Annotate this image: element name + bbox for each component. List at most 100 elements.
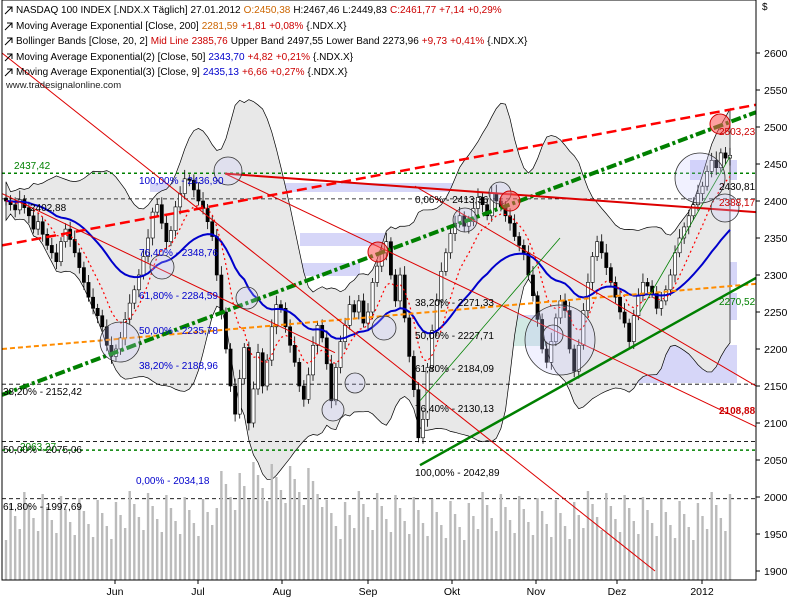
- volume-bar: [256, 475, 260, 580]
- volume-bar: [522, 509, 525, 580]
- candle-body: [618, 296, 622, 313]
- volume-bar: [394, 495, 397, 580]
- legend-bb-upper: 2497,55: [287, 36, 324, 47]
- volume-bar: [114, 502, 118, 580]
- volume-bar: [101, 513, 104, 580]
- volume-bar: [128, 491, 131, 580]
- candle-body: [338, 341, 343, 368]
- volume-bar: [577, 515, 580, 580]
- candle-body: [13, 204, 18, 211]
- candle-body: [283, 307, 288, 328]
- candle-body: [228, 348, 233, 387]
- volume-bar: [243, 486, 246, 580]
- y-tick-label: 2150: [764, 381, 788, 393]
- volume-bar: [68, 522, 72, 580]
- volume-bar: [197, 536, 200, 580]
- candle-body: [269, 326, 274, 361]
- legend-row-ema200: Moving Average Exponential [Close, 200] …: [4, 19, 527, 35]
- volume-bar: [32, 518, 35, 580]
- marker-circle: [321, 398, 345, 422]
- candle-body: [439, 270, 444, 302]
- y-tick-label: 2600: [764, 48, 788, 60]
- volume-bar: [4, 540, 8, 580]
- volume-bar: [334, 526, 338, 580]
- volume-bar: [316, 494, 319, 580]
- fib-label: 50,00% - 2075,06: [3, 445, 82, 456]
- watermark: www.tradesignalonline.com: [6, 80, 122, 91]
- legend-bb-mid-label: Mid Line: [150, 36, 189, 47]
- volume-bar: [518, 496, 521, 580]
- volume-bar: [55, 533, 58, 580]
- candle-body: [476, 197, 480, 209]
- volume-bar: [550, 537, 553, 580]
- red-marker-circle: [499, 190, 521, 212]
- candle-body: [608, 267, 613, 283]
- volume-bar: [46, 507, 49, 580]
- fib-label: 61,80% - 2184,09: [415, 364, 494, 375]
- volume-bar: [275, 477, 278, 580]
- candle-body: [343, 325, 347, 342]
- volume-bar: [87, 524, 90, 580]
- price-label: 2503,23: [719, 127, 756, 138]
- red-marker-circle: [367, 241, 389, 263]
- volume-bar: [673, 538, 677, 580]
- volume-bar: [614, 519, 617, 580]
- candle-body: [100, 315, 105, 328]
- volume-bar: [559, 513, 562, 580]
- legend-date: 27.01.2012: [190, 5, 241, 16]
- candle-body: [91, 296, 95, 309]
- volume-bar: [192, 523, 196, 580]
- volume-bar: [453, 514, 457, 580]
- fib-label: 38,20% - 2188,96: [139, 361, 218, 372]
- candle-body: [686, 215, 691, 228]
- candle-body: [356, 300, 361, 313]
- volume-bar: [13, 516, 17, 580]
- candle-body: [485, 204, 490, 217]
- price-label: 2402,88: [30, 203, 67, 214]
- marker-circle: [542, 324, 564, 346]
- volume-bar: [357, 491, 361, 580]
- volume-bar: [710, 492, 713, 580]
- volume-bar: [229, 497, 232, 580]
- legend-ema9-symbol: {.NDX.X}: [307, 67, 348, 78]
- volume-bar: [678, 501, 681, 580]
- legend-ema50-name: Moving Average Exponential(2) [Close, 50…: [16, 51, 206, 63]
- volume-bar: [440, 525, 443, 580]
- volume-bar: [73, 535, 76, 580]
- candle-body: [210, 221, 215, 237]
- legend-bb-lower-label: Lower Band: [326, 36, 380, 47]
- volume-bar: [637, 534, 640, 580]
- candle-body: [178, 193, 183, 208]
- candle-body: [334, 367, 338, 402]
- blue-zone: [150, 183, 570, 192]
- arrow-icon: [4, 37, 13, 46]
- candle-body: [599, 241, 604, 254]
- volume-bar: [435, 512, 438, 580]
- legend-ema200-change: +1,81: [240, 20, 267, 32]
- green-thin-line: [639, 156, 731, 313]
- volume-bar: [247, 499, 251, 580]
- volume-bar: [545, 524, 548, 580]
- y-tick-label: 2000: [764, 492, 788, 504]
- legend-open: O:2450,38: [243, 5, 291, 16]
- candle-body: [595, 241, 600, 257]
- marker-circle: [452, 207, 478, 233]
- volume-bar: [343, 502, 347, 580]
- candle-body: [347, 304, 352, 326]
- volume-bar: [508, 520, 512, 580]
- legend-ema9-pct: +0,27%: [270, 67, 305, 78]
- candle-body: [714, 160, 719, 169]
- volume-bar: [600, 530, 603, 580]
- volume-bar: [41, 494, 44, 580]
- red-channel-line: [224, 173, 757, 428]
- red-channel-line: [1, 193, 336, 354]
- candle-body: [718, 152, 723, 168]
- fib-label: 38,20% - 2152,42: [3, 387, 82, 398]
- volume-bar: [78, 498, 81, 580]
- volume-bar: [252, 462, 255, 580]
- legend-bb-upper-label: Upper Band: [230, 36, 285, 47]
- volume-bar: [495, 531, 498, 580]
- marker-circle: [674, 152, 726, 204]
- legend-bb-change: +9,73: [421, 36, 448, 47]
- y-tick-label: 2050: [764, 455, 788, 467]
